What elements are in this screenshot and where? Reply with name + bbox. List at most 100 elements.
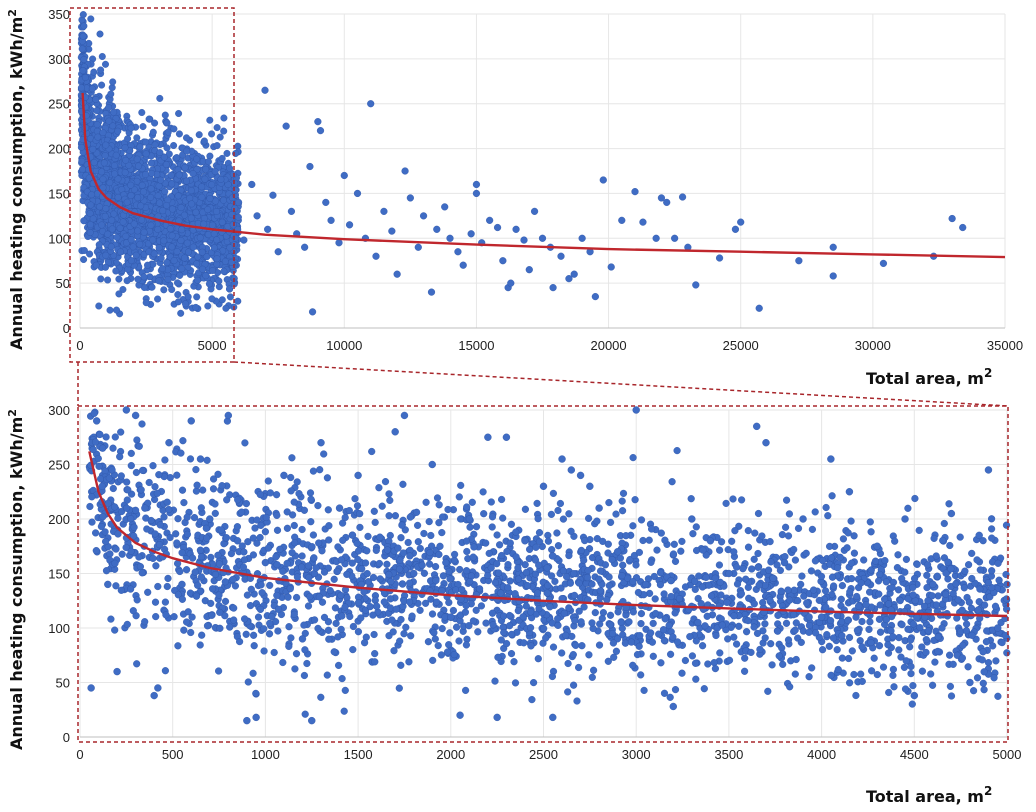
data-point [219,196,227,204]
y-tick-label: 150 [48,186,70,201]
data-point [827,671,835,679]
data-point [166,225,174,233]
y-tick-label: 300 [48,403,70,418]
data-point [900,663,909,672]
data-point [578,642,586,650]
data-point [106,179,114,187]
data-point [402,623,410,631]
data-point [188,200,196,208]
data-point [645,536,653,544]
data-point [988,534,996,542]
data-point [750,600,758,608]
x-tick-label: 10000 [326,338,362,353]
data-point [493,223,502,232]
data-point [229,575,237,584]
data-point [870,654,878,662]
data-point [220,114,228,122]
data-point [845,679,854,687]
data-point [405,658,413,666]
data-point [380,207,388,215]
data-point [112,151,120,159]
data-point [193,293,201,301]
data-point [666,693,674,701]
data-point [790,586,798,594]
data-point [306,489,315,497]
data-point [343,570,351,579]
data-point [101,212,109,220]
data-point [177,449,185,457]
data-point [80,246,88,254]
data-point [150,250,158,258]
data-point [208,181,216,189]
data-point [142,150,150,158]
data-point [173,471,181,479]
data-point [879,259,888,268]
data-point [459,261,467,269]
data-point [631,188,639,196]
data-point [179,437,187,445]
data-point [288,549,296,557]
data-point [356,523,364,532]
data-point [838,581,847,590]
data-point [962,620,971,628]
data-point [670,540,678,548]
data-point [984,658,993,667]
data-point [98,53,106,61]
data-point [677,547,685,555]
data-point [455,637,463,645]
data-point [147,185,155,193]
data-point [667,577,675,585]
data-point [142,514,150,522]
data-point [805,613,813,621]
data-point [449,606,458,615]
data-point [655,630,663,638]
data-point [647,558,655,566]
data-point [635,642,643,650]
data-point [139,123,147,131]
data-point [948,214,956,223]
data-point [879,663,888,671]
data-point [314,502,322,510]
x-tick-label: 3000 [622,747,651,762]
data-point [681,656,690,665]
data-point [111,626,119,634]
data-point [671,609,679,617]
data-point [595,641,604,649]
data-point [923,571,931,579]
data-point [236,637,244,646]
data-point [87,15,95,23]
data-point [217,175,225,183]
data-point [88,85,96,93]
data-point [946,541,954,550]
data-point [189,243,197,251]
data-point [192,303,200,311]
data-point [575,579,583,587]
data-point [170,257,178,265]
data-point [133,436,141,444]
data-point [637,619,645,628]
data-point [514,607,522,615]
data-point [794,596,802,605]
data-point [992,657,1000,665]
data-point [107,615,115,623]
data-point [364,532,372,541]
data-point [574,663,583,672]
data-point [156,94,164,102]
data-point [109,444,117,452]
data-point [308,543,316,551]
data-point [995,576,1003,584]
data-point [220,267,228,275]
data-point [184,248,192,256]
data-point [89,145,97,153]
data-point [307,495,315,503]
data-point [284,593,292,601]
x-tick-label: 15000 [458,338,494,353]
data-point [553,529,561,537]
data-point [287,634,295,642]
data-point [88,518,96,526]
data-point [764,687,772,695]
data-point [479,488,487,496]
data-point [893,563,902,572]
data-point [112,582,120,590]
data-point [178,226,186,234]
